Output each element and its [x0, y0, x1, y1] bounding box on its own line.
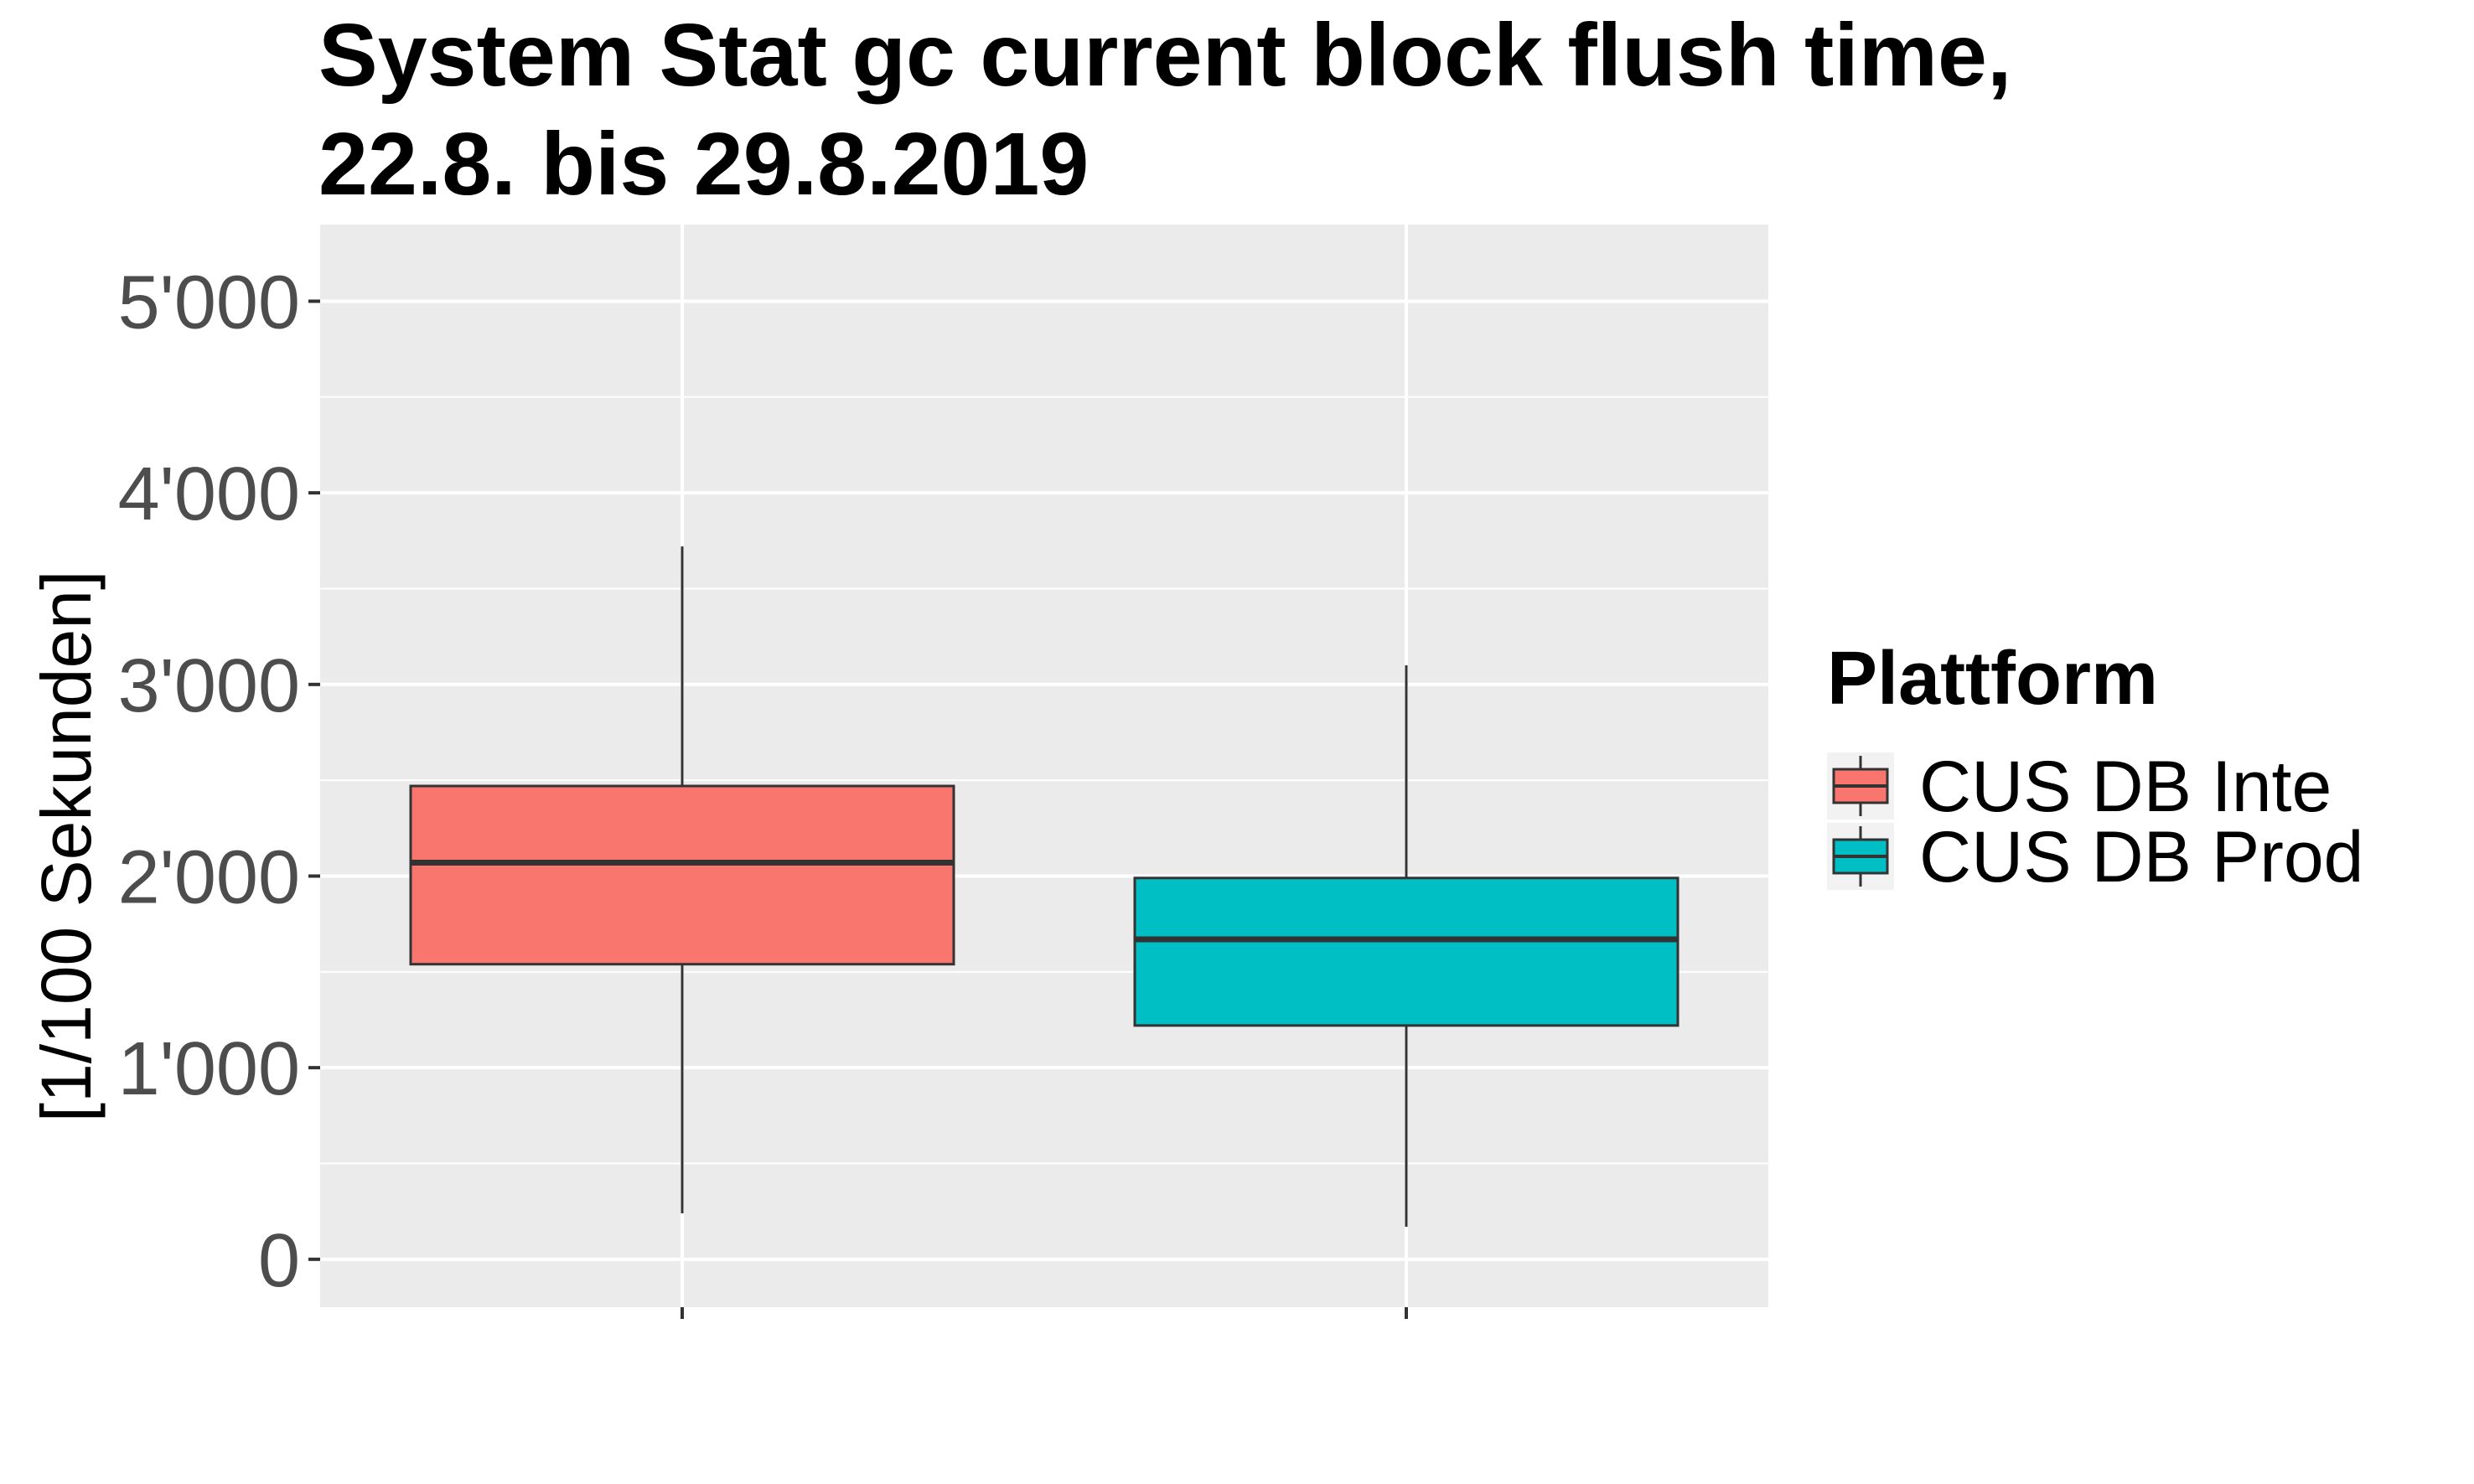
legend-title: Plattform [1827, 637, 2158, 721]
y-tick-label: 2'000 [118, 835, 300, 919]
box-body [409, 784, 955, 966]
legend-item: CUS DB Prod [1827, 817, 2364, 897]
y-tick-label: 5'000 [118, 261, 300, 344]
chart-title-line-1: System Stat gc current block flush time, [318, 6, 2011, 105]
chart-title-line-2: 22.8. bis 29.8.2019 [318, 115, 1089, 214]
legend-label: CUS DB Prod [1919, 817, 2364, 897]
y-tick-label: 0 [258, 1219, 300, 1303]
box-body [1133, 876, 1680, 1027]
y-tick-label: 1'000 [118, 1027, 300, 1111]
x-axis [681, 1307, 1408, 1319]
box-1 [409, 546, 955, 1213]
plot-panel [320, 225, 1768, 1307]
y-axis: 0 1'000 2'000 3'000 4'000 5'000 [118, 261, 320, 1303]
y-axis-label: [1/100 Sekunden] [27, 571, 106, 1123]
legend-item: CUS DB Inte [1827, 747, 2332, 827]
box-2 [1133, 664, 1680, 1227]
legend-label: CUS DB Inte [1919, 747, 2332, 827]
y-tick-label: 4'000 [118, 452, 300, 536]
y-tick-label: 3'000 [118, 644, 300, 728]
box-series [409, 546, 1680, 1227]
